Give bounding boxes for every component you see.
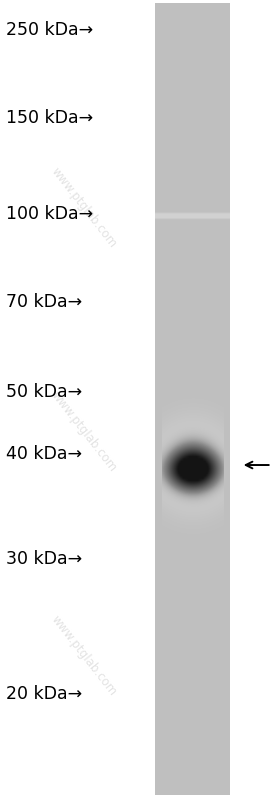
Text: 30 kDa→: 30 kDa→ (6, 551, 82, 568)
Text: 50 kDa→: 50 kDa→ (6, 383, 82, 400)
Text: www.ptglab.com: www.ptglab.com (49, 389, 119, 474)
Text: 150 kDa→: 150 kDa→ (6, 109, 93, 127)
Text: 70 kDa→: 70 kDa→ (6, 293, 82, 311)
Text: 100 kDa→: 100 kDa→ (6, 205, 93, 223)
Text: www.ptglab.com: www.ptglab.com (49, 165, 119, 250)
Text: www.ptglab.com: www.ptglab.com (49, 613, 119, 698)
Text: 20 kDa→: 20 kDa→ (6, 685, 82, 702)
Text: 250 kDa→: 250 kDa→ (6, 22, 93, 39)
Text: 40 kDa→: 40 kDa→ (6, 445, 81, 463)
